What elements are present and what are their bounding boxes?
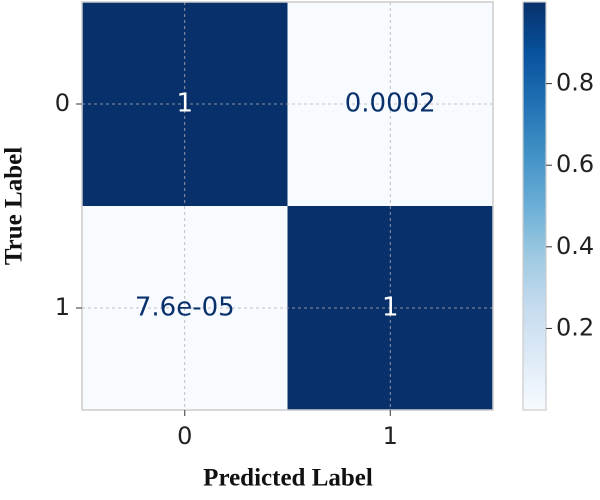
y-tick-label: 1	[55, 293, 70, 321]
x-tick-label: 0	[177, 422, 192, 450]
colorbar	[522, 1, 547, 411]
y-tick-label: 0	[55, 89, 70, 117]
cell-label: 1	[382, 293, 399, 323]
x-axis-label: Predicted Label	[203, 465, 373, 492]
colorbar-tick-label: 0.4	[556, 232, 594, 260]
plot-frame	[81, 1, 494, 411]
colorbar-tick-label: 0.8	[556, 69, 594, 97]
colorbar-tick-label: 0.2	[556, 313, 594, 341]
cell-label: 1	[176, 89, 193, 119]
colorbar-tick-label: 0.6	[556, 150, 594, 178]
y-axis-label: True Label	[1, 147, 28, 265]
cell-label: 7.6e-05	[135, 293, 235, 323]
cell-label: 0.0002	[345, 89, 436, 119]
x-tick-label: 1	[383, 422, 398, 450]
